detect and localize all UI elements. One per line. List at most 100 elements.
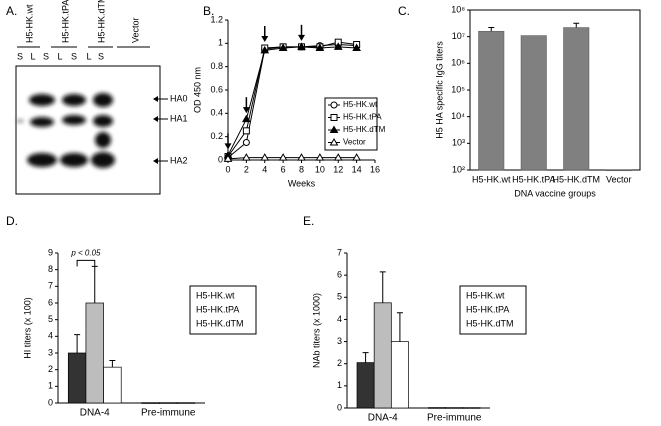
arrow-head	[224, 143, 232, 150]
y-tick-label: 5	[48, 314, 53, 324]
bar	[462, 407, 481, 409]
y-tick-label: 4	[337, 314, 342, 324]
x-tick-label: 12	[333, 164, 343, 174]
bar	[563, 27, 590, 171]
x-tick-label: H5-HK.wt	[472, 174, 511, 184]
marker	[223, 154, 233, 162]
x-tick-label: Vector	[606, 174, 632, 184]
y-tick-label: 2	[337, 358, 342, 368]
bar	[85, 302, 104, 404]
lane-group-label: H5-HK.dTM	[96, 0, 106, 43]
y-tick-label: 4	[48, 331, 53, 341]
y-tick-label: 1	[337, 380, 342, 390]
panel-label: E.	[303, 214, 314, 228]
y-tick-label: 6	[337, 270, 342, 280]
panel-label: B.	[203, 4, 214, 18]
y-tick-label: 10⁶	[451, 58, 465, 68]
marker	[333, 153, 343, 161]
bar	[373, 302, 392, 409]
lane-group-label: H5-HK.tPA	[60, 0, 70, 43]
x-tick-label: H5-HK.tPA	[512, 174, 555, 184]
legend-marker	[329, 125, 339, 133]
arrow-head	[298, 34, 305, 41]
marker	[260, 153, 270, 161]
y-tick-label: 0.8	[210, 61, 223, 71]
error-bar	[396, 312, 403, 342]
x-tick-label: 4	[262, 164, 267, 174]
y-axis-label: H5 HA specific IgG titers	[434, 41, 444, 139]
y-tick-label: 10⁷	[452, 31, 465, 41]
y-tick-label: 6	[48, 297, 53, 307]
error-bar	[362, 352, 369, 363]
blot-frame	[15, 65, 161, 195]
bar	[428, 407, 447, 409]
legend-marker	[330, 101, 338, 109]
x-tick-label: 0	[225, 164, 230, 174]
y-tick-label: 0.6	[210, 84, 223, 94]
marker	[242, 114, 251, 123]
y-tick-label: 3	[337, 336, 342, 346]
band-label: HA0	[170, 93, 188, 103]
bar	[356, 362, 375, 409]
marker	[242, 153, 251, 161]
legend-label: H5-HK.dTM	[343, 125, 386, 134]
legend-label: H5-HK.tPA	[343, 113, 382, 122]
y-tick-label: 0.2	[210, 131, 223, 141]
legend-label: H5-HK.wt	[343, 100, 378, 109]
legend-box	[189, 285, 257, 335]
legend-label: H5-HK.dTM	[196, 318, 244, 328]
bar	[141, 402, 160, 404]
x-tick-label: 8	[299, 164, 304, 174]
x-tick-label: Pre-immune	[427, 413, 482, 424]
blot-panel: A.	[6, 4, 168, 195]
y-tick-label: 9	[48, 247, 53, 257]
y-tick-label: 10³	[452, 138, 465, 148]
error-bar	[573, 22, 580, 28]
legend-marker	[330, 114, 338, 121]
marker	[352, 43, 361, 51]
x-tick-label: 6	[281, 164, 286, 174]
panel-label: C.	[398, 4, 410, 18]
bar	[520, 35, 547, 171]
legend-label: H5-HK.tPA	[466, 304, 509, 314]
bar	[445, 407, 464, 409]
lane-label: L	[30, 51, 35, 61]
panel-label: A.	[6, 4, 17, 18]
significance-bracket	[76, 259, 96, 267]
y-tick-label: 0	[218, 154, 223, 164]
series-line	[227, 157, 357, 160]
bar	[390, 341, 409, 409]
arrow-head	[261, 36, 269, 42]
error-bar	[74, 334, 81, 353]
x-tick-label: 14	[352, 164, 362, 174]
y-tick-label: 10²	[452, 164, 465, 174]
legend-label: H5-HK.tPA	[196, 304, 239, 314]
arrow-head	[242, 107, 250, 114]
x-tick-label: H5-HK.dTM	[552, 174, 600, 184]
blot-bands	[16, 93, 115, 168]
bar	[159, 402, 178, 404]
x-tick-label: 16	[370, 164, 380, 174]
marker	[278, 43, 288, 51]
error-bar	[488, 27, 495, 32]
y-tick-label: 3	[48, 347, 53, 357]
marker	[333, 42, 343, 50]
legend-label: H5-HK.wt	[196, 290, 235, 300]
lane-label: L	[57, 51, 62, 61]
lane-label: S	[43, 51, 49, 61]
y-tick-label: 2	[48, 364, 53, 374]
legend-label: H5-HK.dTM	[466, 318, 514, 328]
marker	[260, 45, 270, 54]
legend-marker	[329, 138, 339, 146]
x-tick-label: DNA-4	[368, 413, 398, 424]
y-axis-label: OD 450 nm	[192, 67, 202, 113]
bar	[478, 30, 505, 171]
band-label: HA1	[170, 113, 188, 123]
marker	[315, 153, 325, 161]
marker	[278, 153, 288, 161]
y-tick-label: 7	[48, 281, 53, 291]
y-tick-label: 5	[337, 292, 342, 302]
legend-label: Vector	[343, 138, 366, 147]
error-bar	[109, 360, 116, 368]
